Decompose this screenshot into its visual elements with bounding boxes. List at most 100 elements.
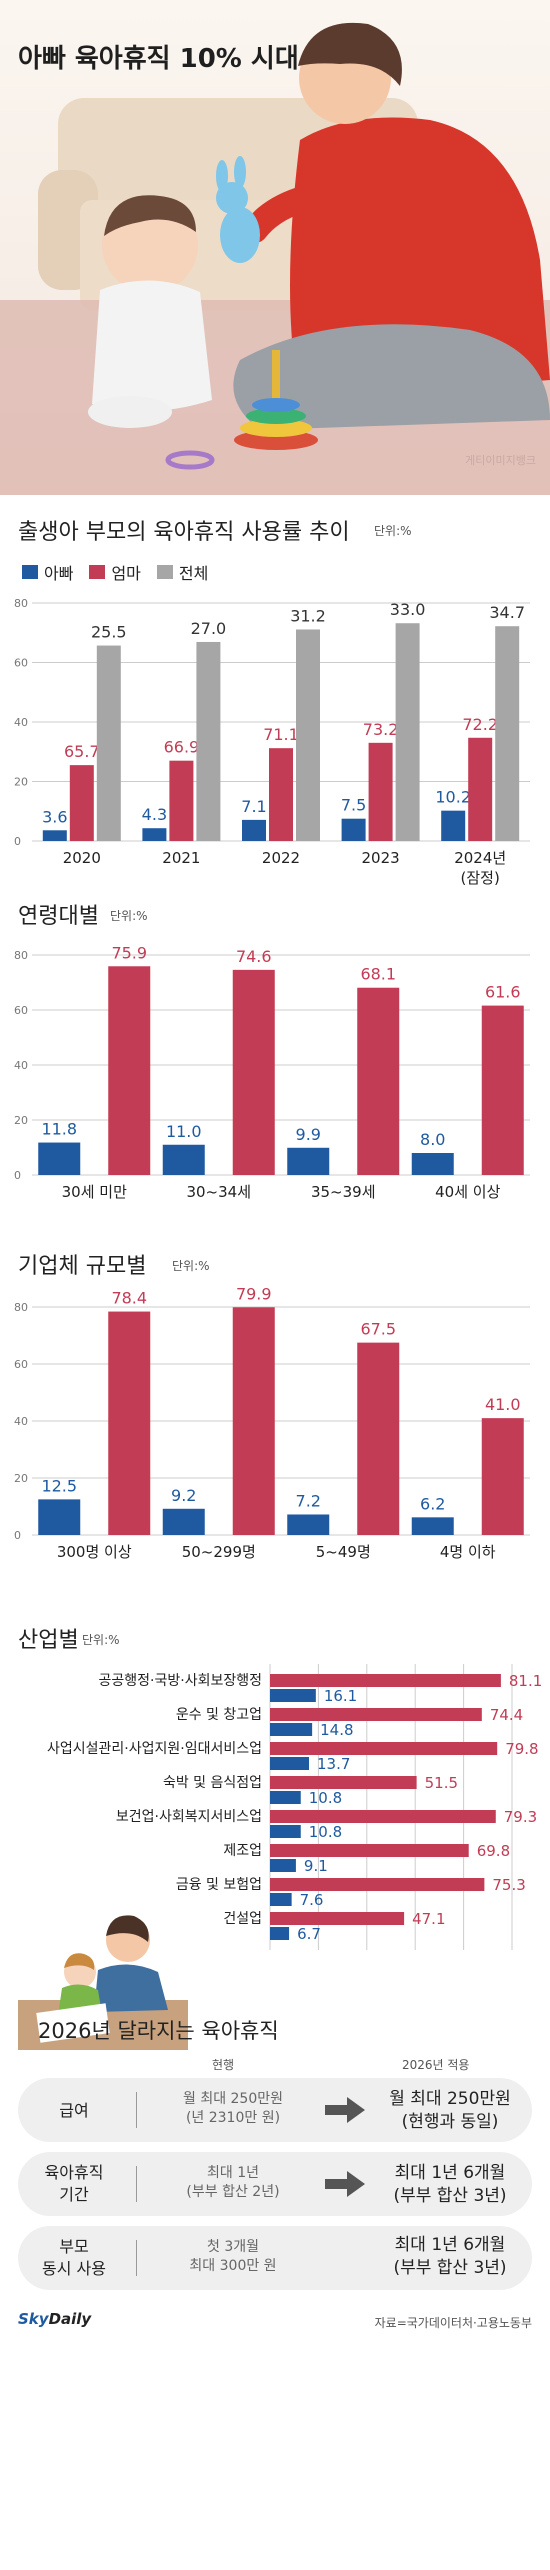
category-label: 숙박 및 음식점업	[163, 1775, 262, 1791]
data-label: 11.0	[166, 1122, 202, 1141]
x-tick-label: 30세 미만	[62, 1183, 127, 1201]
industry-unit: 단위:%	[82, 1633, 120, 1647]
data-label: 6.2	[420, 1494, 445, 1513]
bar-전체	[296, 629, 320, 841]
dad-child-illustration	[18, 1915, 188, 2050]
y-tick-label: 40	[14, 1415, 28, 1428]
bar-아빠	[38, 1499, 81, 1535]
photo-credit: 게티이미지뱅크	[465, 454, 536, 467]
data-label: 69.8	[477, 1842, 510, 1860]
bar-엄마	[357, 987, 400, 1175]
bar-아빠	[270, 1689, 316, 1702]
x-tick-label: 5~49명	[316, 1543, 371, 1561]
bar-아빠	[287, 1147, 330, 1175]
bar-엄마	[269, 748, 293, 841]
divider	[136, 2092, 137, 2128]
bar-엄마	[481, 1005, 524, 1175]
trend-legend: 아빠 엄마 전체	[22, 560, 208, 584]
category-label: 운수 및 창고업	[176, 1707, 262, 1723]
x-tick-label: 2020	[63, 849, 101, 867]
bar-전체	[196, 641, 221, 841]
bar-엄마	[108, 1311, 151, 1535]
bar-엄마	[232, 1307, 275, 1535]
data-label: 34.7	[489, 603, 525, 622]
bar-아빠	[270, 1723, 313, 1736]
age-title: 연령대별	[18, 904, 99, 929]
arrow-right-icon	[325, 2097, 365, 2123]
legend-swatch-total	[156, 565, 173, 579]
new-value: 최대 1년 6개월 (부부 합산 3년)	[368, 2234, 532, 2280]
data-label: 79.9	[236, 1285, 272, 1303]
source-note: 자료=국가데이터처·고용노동부	[374, 2316, 532, 2330]
new-value: 최대 1년 6개월 (부부 합산 3년)	[368, 2162, 532, 2208]
new-line-1: 월 최대 250만원	[389, 2089, 511, 2109]
company-title: 기업체 규모별	[18, 1254, 147, 1279]
bar-아빠	[38, 1142, 81, 1175]
y-tick-label: 40	[14, 716, 28, 729]
bar-전체	[96, 645, 121, 841]
data-label: 10.2	[435, 788, 471, 807]
arrow-right-icon	[325, 2171, 365, 2197]
data-label: 79.8	[505, 1740, 538, 1758]
bar-아빠	[42, 830, 67, 841]
bar-아빠	[270, 1757, 310, 1770]
y-tick-label: 60	[14, 1358, 28, 1371]
data-label: 4.3	[142, 805, 167, 824]
bar-엄마	[108, 966, 151, 1175]
company-chart: 0 20 40 60 80 12.5 78.4 300명 이상 9.2 79.9 50~299명 7.…	[14, 1285, 530, 1561]
data-label: 7.1	[241, 797, 266, 816]
bar-엄마	[368, 742, 393, 841]
y-tick-label: 80	[14, 597, 28, 610]
data-label: 68.1	[360, 965, 396, 984]
trend-title: 출생아 부모의 육아휴직 사용률 추이	[18, 520, 350, 545]
y-tick-label: 20	[14, 1114, 28, 1127]
bar-아빠	[441, 810, 466, 841]
category-label: 공공행정·국방·사회보장행정	[99, 1673, 262, 1689]
new-line-2: (현행과 동일)	[401, 2111, 499, 2132]
changes-title: 2026년 달라지는 육아휴직	[38, 2019, 279, 2043]
current-line-1: 첫 3개월	[207, 2239, 259, 2255]
row-label: 부모 동시 사용	[42, 2237, 106, 2278]
y-tick-label: 80	[14, 1301, 28, 1314]
row-label: 급여	[59, 2101, 89, 2120]
bar-아빠	[411, 1517, 454, 1535]
data-label: 75.9	[111, 943, 147, 962]
legend-label-dad: 아빠	[44, 564, 74, 583]
data-label: 25.5	[91, 623, 127, 642]
legend-label-mom: 엄마	[111, 564, 141, 583]
bar-아빠	[411, 1153, 454, 1175]
data-label: 33.0	[390, 600, 426, 619]
data-label: 66.9	[164, 738, 200, 757]
new-line-2: (부부 합산 3년)	[393, 2185, 507, 2206]
bar-엄마	[357, 1342, 400, 1535]
current-line-2: (년 2310만 원)	[185, 2109, 281, 2126]
y-tick-label: 20	[14, 776, 28, 789]
data-label: 51.5	[425, 1774, 458, 1792]
data-label: 8.0	[420, 1130, 445, 1149]
changes-row-period: 육아휴직 기간 최대 1년 (부부 합산 2년) 최대 1년 6개월 (부부 합…	[18, 2152, 532, 2216]
data-label: 67.5	[360, 1320, 396, 1339]
data-label: 75.3	[492, 1876, 525, 1894]
hero-scene	[0, 22, 550, 495]
y-tick-label: 60	[14, 657, 28, 670]
bar-엄마	[270, 1742, 498, 1755]
category-label: 제조업	[223, 1843, 262, 1859]
bar-엄마	[270, 1674, 501, 1687]
trend-unit: 단위:%	[374, 524, 412, 538]
trend-chart: 0 20 40 60 80 3.6 65.7 25.5 2020 4.3 66.9 27.0 2021 7…	[14, 597, 530, 887]
data-label: 3.6	[42, 807, 67, 826]
changes-row-simultaneous: 부모 동시 사용 첫 3개월 최대 300만 원 최대 1년 6개월 (부부 합…	[18, 2226, 532, 2290]
data-label: 81.1	[509, 1672, 542, 1690]
current-line-1: 월 최대 250만원	[182, 2091, 284, 2107]
bar-엄마	[270, 1912, 405, 1925]
hero-illustration	[0, 0, 550, 495]
current-value: 월 최대 250만원 (년 2310만 원)	[138, 2090, 328, 2128]
y-tick-label: 0	[14, 1169, 21, 1182]
data-label: 12.5	[41, 1476, 77, 1495]
logo-sky: Sky	[18, 2310, 49, 2328]
current-line-1: 최대 1년	[207, 2165, 259, 2181]
divider	[136, 2240, 137, 2276]
data-label: 78.4	[111, 1289, 147, 1308]
data-label: 31.2	[290, 606, 326, 625]
data-label: 41.0	[485, 1395, 521, 1414]
